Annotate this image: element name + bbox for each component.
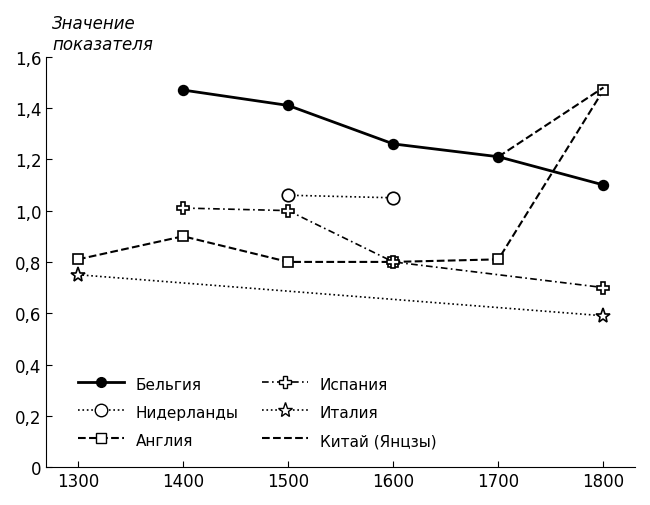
Line: Англия: Англия bbox=[73, 86, 608, 267]
Англия bbox=[495, 257, 502, 263]
Бельгия bbox=[599, 183, 607, 189]
Китай (Янцзы) bbox=[599, 85, 607, 91]
Англия bbox=[389, 260, 397, 266]
Legend: Бельгия, Нидерланды, Англия, Испания, Италия, Китай (Янцзы): Бельгия, Нидерланды, Англия, Испания, Ит… bbox=[72, 369, 443, 456]
Испания bbox=[389, 260, 397, 266]
Испания bbox=[179, 206, 187, 212]
Бельгия bbox=[179, 88, 187, 94]
Испания bbox=[284, 208, 292, 214]
Бельгия bbox=[389, 141, 397, 147]
Line: Бельгия: Бельгия bbox=[178, 86, 608, 190]
Англия bbox=[599, 88, 607, 94]
Нидерланды bbox=[284, 193, 292, 199]
Англия bbox=[74, 257, 82, 263]
Англия bbox=[284, 260, 292, 266]
Бельгия bbox=[284, 103, 292, 109]
Text: Значение
показателя: Значение показателя bbox=[53, 15, 153, 54]
Нидерланды bbox=[389, 195, 397, 201]
Line: Китай (Янцзы): Китай (Янцзы) bbox=[499, 88, 603, 158]
Китай (Янцзы) bbox=[495, 155, 502, 161]
Англия bbox=[179, 234, 187, 240]
Бельгия bbox=[495, 155, 502, 161]
Line: Испания: Испания bbox=[177, 203, 610, 294]
Line: Нидерланды: Нидерланды bbox=[282, 189, 400, 205]
Испания bbox=[599, 285, 607, 291]
